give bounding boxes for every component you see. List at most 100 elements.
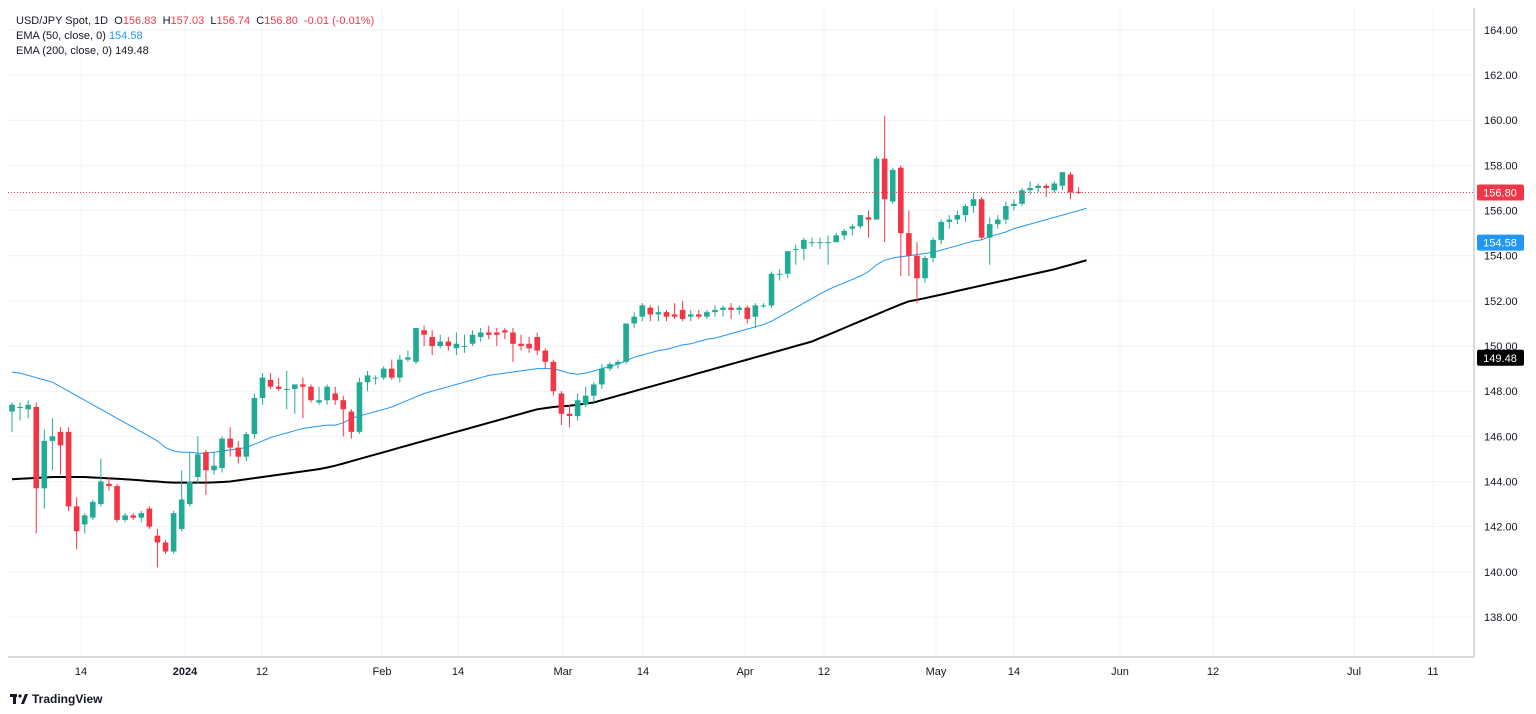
candle-body — [590, 384, 597, 396]
candle-body — [558, 393, 565, 414]
chart-legend: USD/JPY Spot, 1D O156.83 H157.03 L156.74… — [16, 14, 374, 59]
y-tick-label: 138.00 — [1484, 612, 1518, 624]
x-tick-label: Feb — [373, 666, 392, 678]
ema50-row[interactable]: EMA (50, close, 0) 154.58 — [16, 29, 374, 44]
candle-body — [73, 506, 80, 532]
candle-body — [372, 377, 379, 379]
candle-body — [760, 305, 767, 307]
tradingview-logo[interactable]: TradingView — [10, 692, 102, 706]
y-tick-label: 144.00 — [1484, 477, 1518, 489]
candle-body — [41, 440, 48, 489]
candle-body — [970, 199, 977, 207]
candle-body — [65, 431, 72, 507]
candle-body — [865, 217, 872, 220]
candle-body — [348, 411, 355, 432]
candle-body — [655, 312, 662, 315]
close-label: C — [256, 15, 265, 27]
candle-body — [768, 273, 775, 306]
candle-body — [833, 235, 839, 243]
candle-body — [275, 386, 282, 389]
candle-body — [57, 431, 64, 446]
low-label: L — [210, 15, 217, 27]
candle-body — [25, 404, 31, 410]
candle-body — [986, 224, 993, 238]
x-tick-label: 11 — [1427, 666, 1438, 678]
candle-body — [938, 221, 944, 240]
open-label: O — [114, 15, 123, 27]
candle-body — [114, 486, 120, 520]
candle-body — [130, 515, 136, 518]
candle-body — [219, 438, 225, 468]
candle-body — [599, 368, 605, 385]
candle-body — [138, 513, 145, 518]
candle-body — [1019, 190, 1025, 204]
brand-name: TradingView — [32, 692, 103, 706]
candle-body — [477, 332, 484, 338]
candle-body — [841, 230, 848, 236]
candle-body — [340, 400, 347, 410]
candle-body — [801, 239, 807, 249]
candle-body — [809, 242, 815, 244]
change-value: -0.01 (-0.01%) — [303, 15, 375, 27]
candle-body — [259, 377, 266, 398]
candle-body — [752, 305, 759, 317]
candle-body — [227, 438, 233, 448]
candle-body — [607, 364, 613, 369]
candle-body — [300, 384, 306, 387]
candle-body — [81, 515, 88, 525]
candle-body — [728, 307, 734, 310]
y-tick-label: 152.00 — [1484, 296, 1518, 308]
candle-body — [574, 400, 581, 417]
candle-body — [324, 386, 330, 401]
symbol-label[interactable]: USD/JPY Spot, 1D — [16, 15, 109, 27]
candle-body — [922, 257, 928, 279]
x-tick-label: Apr — [736, 666, 753, 678]
candle-body — [203, 452, 209, 471]
candle-body — [292, 384, 298, 389]
y-tick-label: 160.00 — [1484, 115, 1518, 127]
candle-body — [1059, 172, 1066, 186]
candle-body — [235, 447, 242, 457]
candle-body — [485, 332, 492, 335]
candle-body — [736, 307, 742, 310]
candle-body — [914, 255, 920, 279]
candle-body — [857, 215, 864, 227]
candle-body — [332, 393, 338, 401]
candle-body — [566, 413, 573, 417]
candle-body — [647, 307, 654, 315]
candles-group — [9, 115, 1082, 568]
ema50-line — [11, 207, 1087, 454]
candle-body — [195, 454, 201, 478]
candle-body — [1067, 174, 1074, 193]
y-tick-label: 148.00 — [1484, 386, 1518, 398]
candle-body — [994, 219, 1001, 225]
candle-body — [380, 368, 387, 378]
open-value: 156.83 — [122, 15, 157, 27]
candle-body — [17, 407, 23, 409]
candle-body — [170, 513, 177, 552]
ema50-value: 154.58 — [108, 30, 143, 42]
candle-body — [1011, 203, 1017, 207]
ema50-badge: 154.58 — [1483, 238, 1517, 250]
x-tick-label: Jul — [1347, 666, 1361, 678]
ema200-row[interactable]: EMA (200, close, 0) 149.48 — [16, 44, 374, 59]
y-tick-label: 162.00 — [1484, 70, 1518, 82]
close-value: 156.80 — [264, 15, 298, 27]
ema200-badge: 149.48 — [1483, 353, 1517, 365]
candle-body — [873, 158, 880, 220]
y-tick-label: 154.00 — [1484, 251, 1518, 263]
candle-body — [906, 233, 912, 256]
x-tick-label: May — [926, 666, 947, 678]
candle-body — [639, 305, 646, 317]
y-tick-label: 156.00 — [1484, 206, 1518, 218]
candle-body — [98, 481, 104, 505]
candle-body — [397, 359, 403, 378]
candle-body — [1035, 185, 1041, 188]
high-label: H — [162, 15, 171, 27]
candle-body — [978, 199, 985, 238]
candle-body — [356, 382, 363, 432]
last-price-badge-bg — [1477, 184, 1524, 201]
candle-body — [122, 515, 128, 520]
candle-body — [510, 332, 516, 344]
